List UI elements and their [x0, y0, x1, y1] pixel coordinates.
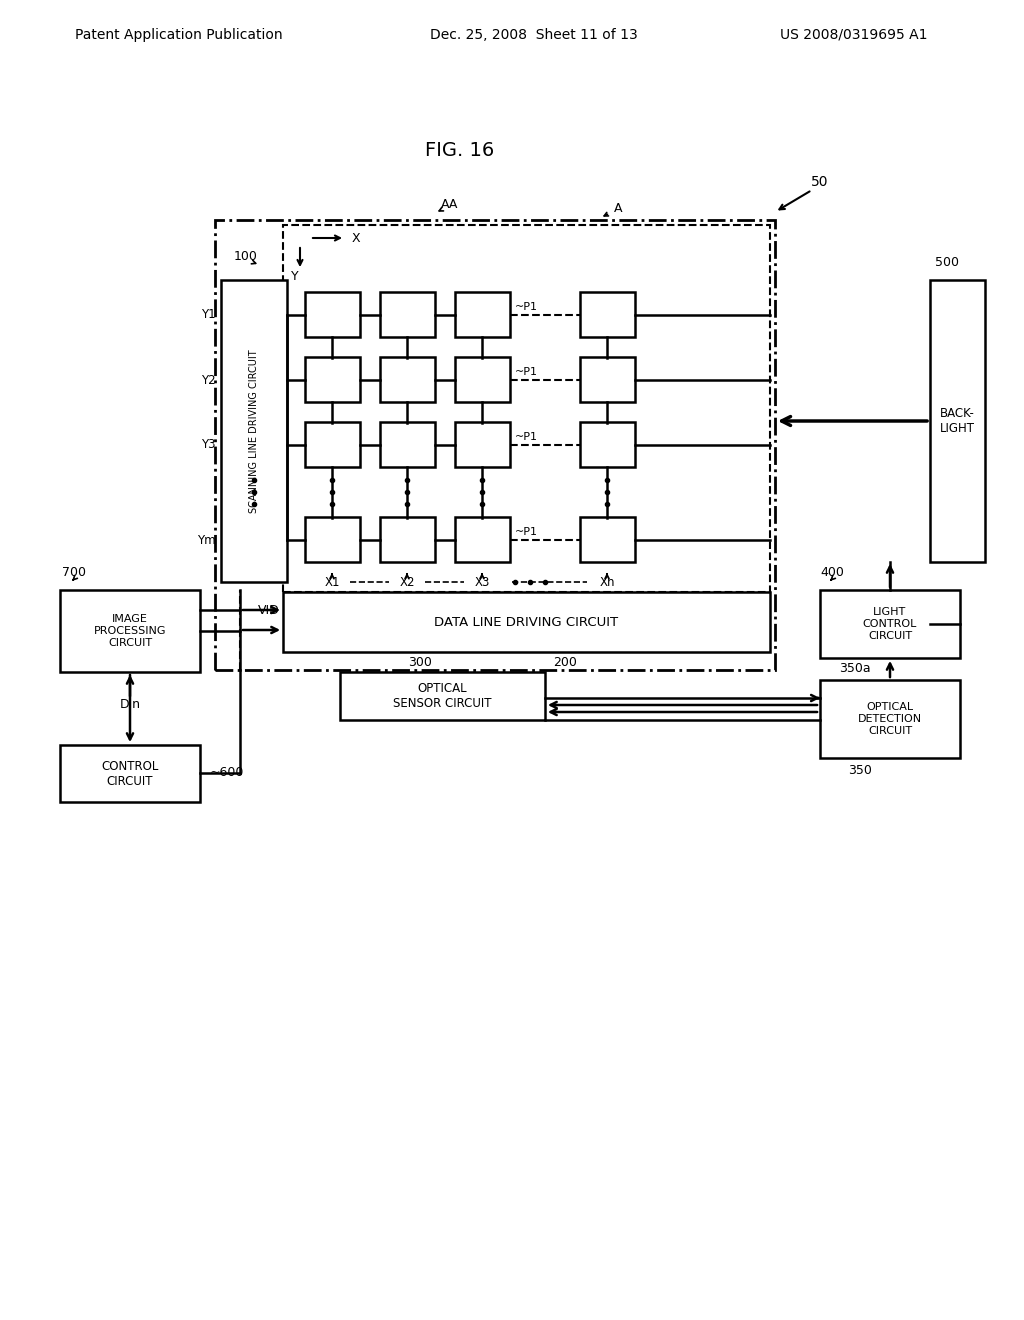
Text: Y: Y	[291, 271, 299, 284]
Text: 350a: 350a	[840, 661, 870, 675]
Text: X3: X3	[474, 576, 489, 589]
Text: ~600: ~600	[210, 767, 245, 780]
Text: CONTROL
CIRCUIT: CONTROL CIRCUIT	[101, 760, 159, 788]
Bar	[305, 517, 360, 562]
Bar	[380, 517, 435, 562]
Bar	[283, 224, 770, 591]
Bar	[580, 356, 635, 403]
Bar	[305, 356, 360, 403]
Text: ~P1: ~P1	[515, 367, 538, 378]
Text: SCANNING LINE DRIVING CIRCUIT: SCANNING LINE DRIVING CIRCUIT	[249, 350, 259, 512]
Bar	[820, 680, 961, 758]
Bar	[60, 744, 200, 803]
Bar	[283, 591, 770, 652]
Text: BACK-
LIGHT: BACK- LIGHT	[939, 407, 975, 436]
Bar	[60, 590, 200, 672]
Bar	[380, 356, 435, 403]
Bar	[380, 292, 435, 337]
Bar	[455, 517, 510, 562]
Bar	[930, 280, 985, 562]
Text: ~P1: ~P1	[515, 302, 538, 312]
Text: LIGHT
CONTROL
CIRCUIT: LIGHT CONTROL CIRCUIT	[863, 607, 918, 640]
Text: ~P1: ~P1	[515, 432, 538, 442]
Text: 350: 350	[848, 763, 872, 776]
Text: AA: AA	[441, 198, 459, 211]
Text: 400: 400	[820, 565, 844, 578]
Text: IMAGE
PROCESSING
CIRCUIT: IMAGE PROCESSING CIRCUIT	[94, 614, 166, 648]
Text: OPTICAL
SENSOR CIRCUIT: OPTICAL SENSOR CIRCUIT	[393, 682, 492, 710]
Text: X2: X2	[399, 576, 415, 589]
Text: 500: 500	[935, 256, 959, 268]
Text: DATA LINE DRIVING CIRCUIT: DATA LINE DRIVING CIRCUIT	[434, 615, 618, 628]
Text: US 2008/0319695 A1: US 2008/0319695 A1	[780, 28, 928, 42]
Text: X: X	[352, 231, 360, 244]
Text: 200: 200	[553, 656, 577, 668]
Bar	[580, 422, 635, 467]
Text: 50: 50	[811, 176, 828, 189]
Text: Patent Application Publication: Patent Application Publication	[75, 28, 283, 42]
Text: VID: VID	[258, 603, 280, 616]
Bar	[580, 292, 635, 337]
Bar	[305, 292, 360, 337]
Text: OPTICAL
DETECTION
CIRCUIT: OPTICAL DETECTION CIRCUIT	[858, 702, 922, 735]
Bar	[305, 422, 360, 467]
Bar	[340, 672, 545, 719]
Bar	[380, 422, 435, 467]
Text: Y3: Y3	[202, 438, 216, 451]
Bar	[455, 422, 510, 467]
Text: Xn: Xn	[599, 576, 614, 589]
Bar	[455, 292, 510, 337]
Bar	[455, 356, 510, 403]
Text: Din: Din	[120, 698, 140, 711]
Text: X1: X1	[325, 576, 340, 589]
Text: 300: 300	[408, 656, 432, 668]
Bar	[215, 220, 775, 671]
Text: ~P1: ~P1	[515, 527, 538, 537]
Text: 700: 700	[62, 565, 86, 578]
Text: FIG. 16: FIG. 16	[425, 140, 495, 160]
Text: 100: 100	[234, 251, 258, 264]
Text: Y1: Y1	[202, 309, 216, 322]
Text: Ym: Ym	[198, 533, 216, 546]
Bar	[820, 590, 961, 657]
Text: A: A	[613, 202, 623, 215]
Text: Y2: Y2	[202, 374, 216, 387]
Bar	[580, 517, 635, 562]
Text: Dec. 25, 2008  Sheet 11 of 13: Dec. 25, 2008 Sheet 11 of 13	[430, 28, 638, 42]
Bar	[221, 280, 287, 582]
